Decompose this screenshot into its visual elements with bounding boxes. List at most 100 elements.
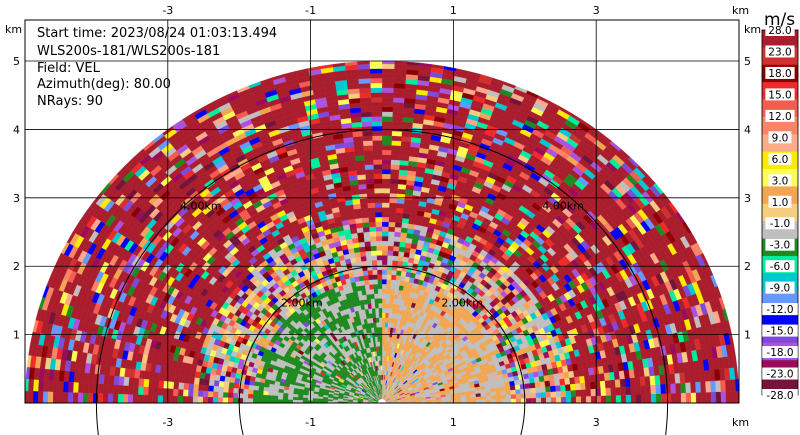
velocity-gate <box>388 226 395 232</box>
velocity-gate <box>394 61 408 65</box>
velocity-gate <box>399 236 407 243</box>
velocity-gate <box>389 178 399 185</box>
velocity-gate <box>392 255 399 261</box>
velocity-gate <box>358 188 367 195</box>
velocity-gate <box>386 336 390 342</box>
velocity-gate <box>370 92 383 98</box>
velocity-gate <box>514 384 521 390</box>
velocity-gate <box>387 236 395 242</box>
velocity-gate <box>378 322 383 328</box>
velocity-gate <box>504 385 511 391</box>
velocity-gate <box>353 208 362 215</box>
velocity-gate <box>506 398 512 403</box>
velocity-gate <box>394 222 402 228</box>
velocity-gate <box>381 125 393 132</box>
velocity-gate <box>495 394 502 400</box>
velocity-gate <box>357 73 371 80</box>
velocity-gate <box>550 385 556 392</box>
velocity-gate <box>373 183 383 189</box>
velocity-gate <box>375 312 380 318</box>
velocity-gate <box>391 145 401 151</box>
velocity-gate <box>358 82 371 89</box>
velocity-gate <box>549 379 556 387</box>
velocity-gate <box>384 326 388 333</box>
velocity-gate <box>392 298 398 305</box>
velocity-gate <box>584 381 591 390</box>
velocity-gate <box>680 382 687 394</box>
velocity-gate <box>516 398 522 403</box>
velocity-gate <box>725 379 732 392</box>
velocity-gate <box>520 393 527 399</box>
velocity-gate <box>470 396 477 401</box>
velocity-gate <box>399 275 406 282</box>
velocity-gate <box>356 174 366 181</box>
velocity-gate <box>665 393 672 403</box>
velocity-gate <box>625 394 632 403</box>
velocity-gate <box>356 266 363 272</box>
velocity-gate <box>580 396 587 403</box>
velocity-gate <box>680 392 687 403</box>
velocity-gate <box>695 381 702 393</box>
velocity-gate <box>394 63 407 70</box>
velocity-gate <box>381 307 386 313</box>
velocity-gate <box>354 155 365 162</box>
velocity-gate <box>390 173 399 180</box>
velocity-gate <box>381 231 389 237</box>
velocity-gate <box>379 341 383 347</box>
velocity-gate <box>400 140 411 147</box>
velocity-gate <box>614 378 621 388</box>
velocity-gate <box>378 312 383 318</box>
velocity-gate <box>373 288 379 294</box>
velocity-gate <box>387 231 395 237</box>
velocity-gate <box>355 256 362 263</box>
velocity-gate <box>384 336 387 342</box>
velocity-gate <box>393 78 406 84</box>
velocity-gate <box>375 226 383 232</box>
velocity-gate <box>490 395 497 400</box>
velocity-gate <box>374 192 383 199</box>
velocity-gate <box>555 390 562 398</box>
velocity-gate <box>730 391 737 403</box>
velocity-gate <box>396 260 403 267</box>
velocity-gate <box>609 379 616 388</box>
velocity-gate <box>397 251 405 257</box>
velocity-gate <box>356 227 364 234</box>
velocity-gate <box>539 380 546 388</box>
velocity-gate <box>381 68 395 74</box>
velocity-gate <box>375 231 383 237</box>
velocity-gate <box>529 382 536 389</box>
velocity-gate <box>535 386 541 393</box>
velocity-gate <box>388 308 393 314</box>
velocity-gate <box>394 279 401 286</box>
velocity-gate <box>381 355 384 361</box>
velocity-gate <box>564 377 571 385</box>
velocity-gate <box>394 231 401 238</box>
velocity-gate <box>389 197 398 204</box>
velocity-gate <box>580 389 587 397</box>
velocity-gate <box>600 387 607 396</box>
velocity-gate <box>381 116 393 122</box>
velocity-gate <box>350 112 362 119</box>
velocity-gate <box>395 212 403 219</box>
velocity-gate <box>372 274 378 280</box>
velocity-gate <box>398 169 408 176</box>
velocity-gate <box>376 259 383 266</box>
velocity-gate <box>384 312 389 318</box>
velocity-gate <box>381 226 389 232</box>
velocity-gate <box>390 164 400 170</box>
velocity-gate <box>392 106 404 113</box>
velocity-gate <box>362 140 373 146</box>
velocity-gate <box>391 130 402 137</box>
velocity-gate <box>374 188 383 194</box>
velocity-gate <box>665 383 672 394</box>
velocity-gate <box>372 145 383 151</box>
velocity-gate <box>381 259 388 266</box>
velocity-gate <box>510 389 517 395</box>
velocity-gate <box>585 388 592 397</box>
velocity-gate <box>394 284 400 291</box>
velocity-gate <box>381 279 387 285</box>
velocity-gate <box>383 346 387 352</box>
velocity-gate <box>481 399 487 403</box>
velocity-gate <box>359 102 372 108</box>
velocity-gate <box>610 387 617 396</box>
